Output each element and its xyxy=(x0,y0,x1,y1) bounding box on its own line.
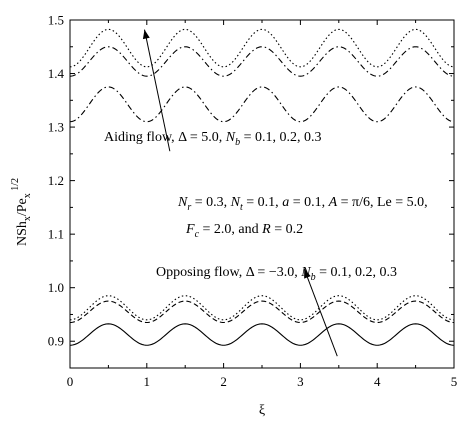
y-tick-label: 1.5 xyxy=(48,13,64,28)
plot-ticks: 0 1 2 3 4 5 0.9 1.0 1.1 1.2 1.3 1.4 1.5 xyxy=(48,13,458,390)
opposing-arrow-line xyxy=(303,268,338,357)
x-tick-label: 2 xyxy=(220,374,227,389)
y-tick-label: 1.4 xyxy=(48,66,65,81)
x-tick-label: 3 xyxy=(297,374,304,389)
y-tick-label: 1.2 xyxy=(48,173,64,188)
plot-border xyxy=(69,19,455,369)
plot-curves xyxy=(69,28,455,346)
opposing-flow-annotation: Opposing flow, Δ = −3.0, Nb = 0.1, 0.2, … xyxy=(156,265,397,283)
x-tick-label: 4 xyxy=(374,374,381,389)
opposing-arrow-head xyxy=(304,268,311,279)
y-axis-title: NShx/Pex 1/2 xyxy=(10,178,33,246)
annotation-arrows xyxy=(142,29,338,357)
x-tick-label: 0 xyxy=(67,374,74,389)
y-tick-label: 1.0 xyxy=(48,280,64,295)
series-line-opposing-nb-0.3 xyxy=(69,323,455,346)
y-tick-label: 0.9 xyxy=(48,334,64,349)
aiding-arrow-head xyxy=(142,29,150,40)
x-tick-label: 1 xyxy=(144,374,151,389)
parameters-annotation-line2: Fc = 2.0, and R = 0.2 xyxy=(185,222,303,240)
y-tick-label: 1.3 xyxy=(48,120,64,135)
series-line-opposing-nb-0.1 xyxy=(69,295,455,321)
series-line-opposing-nb-0.2 xyxy=(69,300,455,324)
parameters-annotation-line1: Nr = 0.3, Nt = 0.1, a = 0.1, A = π/6, Le… xyxy=(177,195,428,213)
aiding-arrow-line xyxy=(144,29,171,152)
y-tick-label: 1.1 xyxy=(48,227,64,242)
series-line-aiding-nb-0.1 xyxy=(69,28,455,68)
plot-frame xyxy=(69,19,455,369)
x-axis-title: ξ xyxy=(259,403,265,418)
aiding-flow-annotation: Aiding flow, Δ = 5.0, Nb = 0.1, 0.2, 0.3 xyxy=(104,130,322,148)
x-tick-label: 5 xyxy=(451,374,458,389)
series-line-aiding-nb-0.2 xyxy=(69,46,455,77)
series-line-aiding-nb-0.3 xyxy=(69,86,455,123)
